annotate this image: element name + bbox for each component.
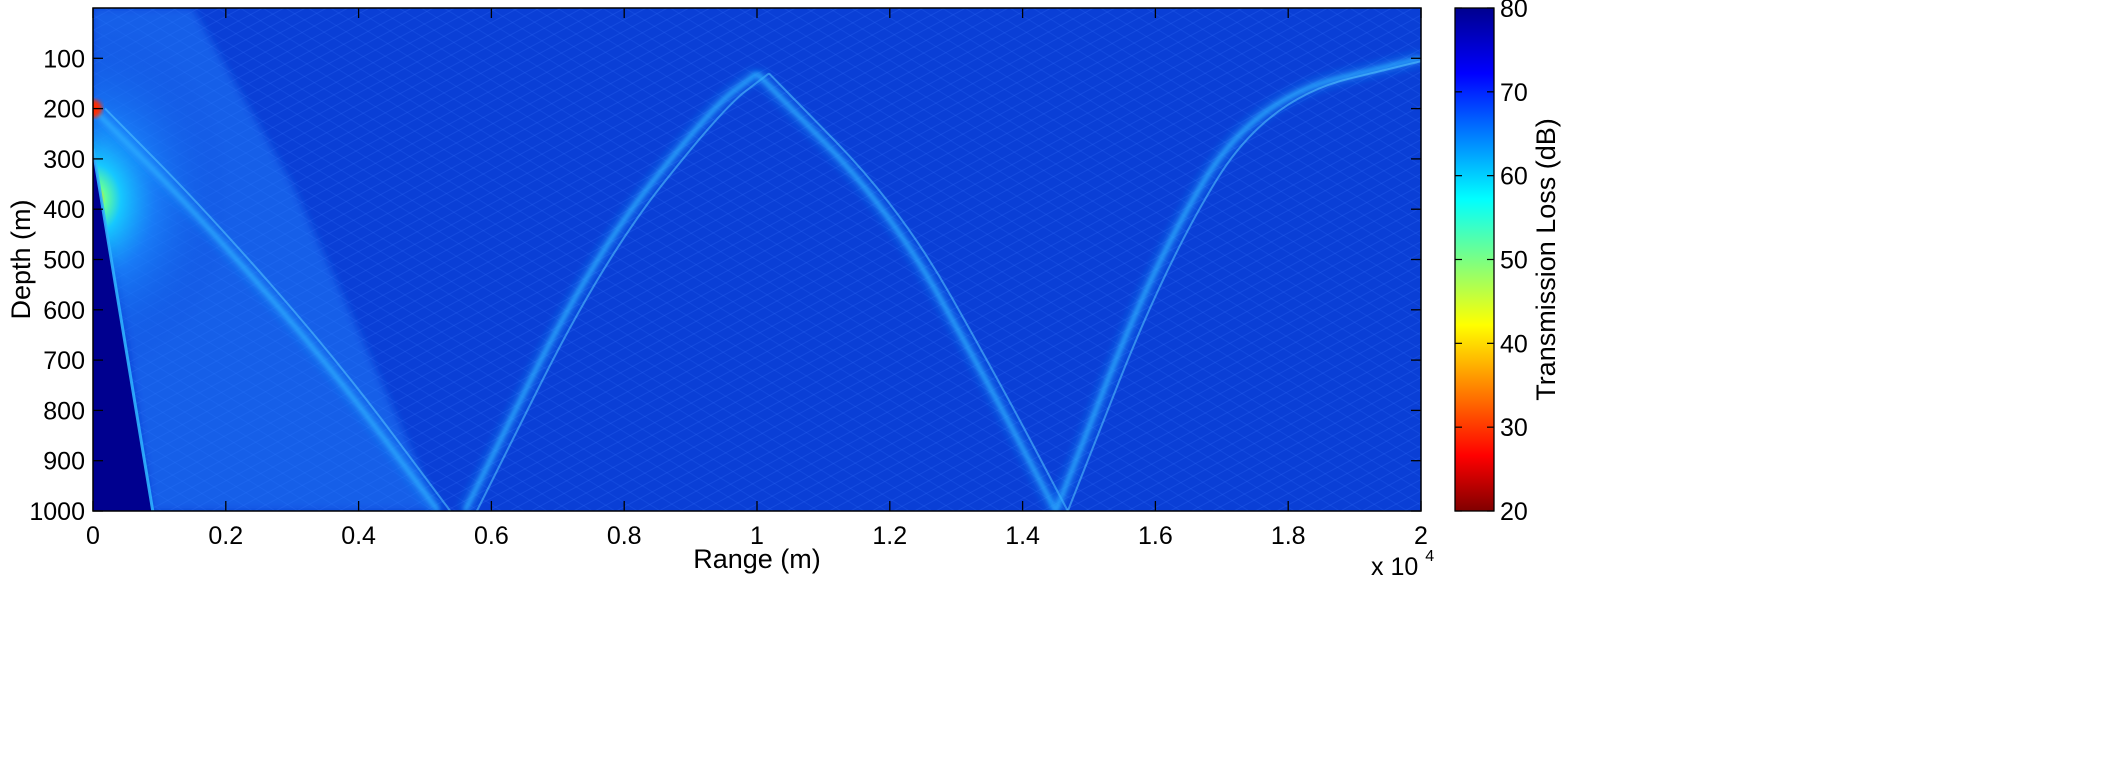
- y-axis-ticks: 100 200 300 400 500 600 700 800 900 1000: [29, 45, 1421, 526]
- beam-path-2: [755, 71, 1058, 511]
- x-tick-label: 1.2: [872, 522, 907, 550]
- y-axis-label: Depth (m): [6, 199, 36, 319]
- colorbar-tick-label: 50: [1500, 247, 1528, 275]
- x-tick-label: 0.2: [208, 522, 243, 550]
- x-axis-label: Range (m): [693, 544, 821, 574]
- colorbar-label: Transmission Loss (dB): [1531, 118, 1561, 401]
- x-tick-label: 1.8: [1271, 522, 1306, 550]
- beam-echo-1: [475, 72, 770, 511]
- x-tick-label: 1.4: [1005, 522, 1040, 550]
- x-tick-label: 0.6: [474, 522, 509, 550]
- colorbar-tick-label: 80: [1500, 0, 1528, 23]
- beam-echo-0: [104, 107, 452, 511]
- colorbar-tick-label: 40: [1500, 330, 1528, 358]
- beam-echo-2: [768, 72, 1069, 511]
- y-tick-label: 200: [43, 96, 85, 124]
- heatmap-plot: [93, 8, 1421, 511]
- x-tick-label: 1.6: [1138, 522, 1173, 550]
- x-axis-exponent: x 10 4: [1371, 548, 1434, 581]
- y-tick-label: 300: [43, 146, 85, 174]
- y-tick-label: 100: [43, 45, 85, 73]
- y-tick-label: 800: [43, 397, 85, 425]
- y-tick-label: 400: [43, 196, 85, 224]
- x-axis-exponent-power: 4: [1425, 548, 1434, 565]
- x-tick-label: 1: [750, 522, 764, 550]
- beam-path-1: [463, 71, 759, 511]
- x-tick-label: 0.8: [607, 522, 642, 550]
- y-tick-label: 600: [43, 297, 85, 325]
- x-tick-label: 0: [86, 522, 100, 550]
- colorbar-tick-label: 20: [1500, 498, 1528, 526]
- beam-path-3: [1053, 56, 1421, 511]
- colorbar-tick-label: 30: [1500, 414, 1528, 442]
- colorbar-tick-label: 60: [1500, 163, 1528, 191]
- source-glow: [93, 8, 492, 511]
- colorbar: 20 30 40 50 60 70 80: [1454, 0, 1528, 526]
- x-tick-label: 0.4: [341, 522, 376, 550]
- y-tick-label: 700: [43, 347, 85, 375]
- x-tick-label: 2: [1414, 522, 1428, 550]
- x-axis-ticks: 0 0.2 0.4 0.6 0.8 1 1.2 1.4 1.6 1.8 2: [86, 8, 1428, 550]
- y-tick-label: 500: [43, 247, 85, 275]
- beam-echo-3: [1066, 60, 1421, 511]
- y-tick-label: 1000: [29, 498, 85, 526]
- x-axis-exponent-base: x 10: [1371, 553, 1418, 581]
- y-tick-label: 900: [43, 448, 85, 476]
- colorbar-tick-label: 70: [1500, 79, 1528, 107]
- beam-path-0: [93, 107, 440, 511]
